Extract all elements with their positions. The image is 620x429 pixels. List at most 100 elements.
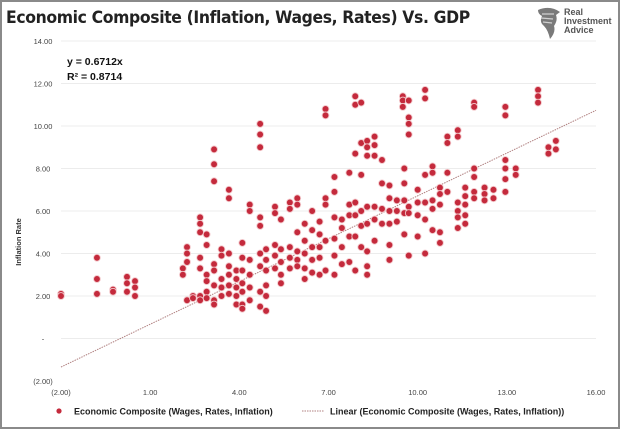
- data-point: [321, 266, 330, 275]
- logo-line-1: Real: [564, 7, 584, 17]
- data-point: [501, 103, 510, 111]
- data-point: [552, 145, 560, 154]
- data-point: [470, 173, 478, 181]
- data-point: [363, 202, 371, 211]
- data-point: [378, 156, 386, 164]
- data-point: [210, 281, 218, 290]
- data-point: [400, 230, 409, 239]
- data-point: [277, 215, 285, 224]
- data-point: [321, 111, 330, 120]
- data-point: [262, 256, 270, 264]
- data-point: [131, 292, 139, 300]
- data-point: [428, 226, 437, 234]
- data-point: [256, 249, 264, 258]
- data-point: [338, 260, 346, 268]
- data-point: [357, 207, 366, 215]
- data-point: [443, 168, 452, 177]
- data-point: [202, 294, 211, 302]
- data-point: [404, 96, 413, 105]
- data-point: [400, 179, 409, 188]
- y-tick-label: (2.00): [33, 377, 53, 386]
- data-point: [404, 130, 413, 139]
- data-point: [321, 200, 330, 209]
- data-point: [330, 270, 339, 279]
- data-point: [196, 213, 204, 222]
- data-point: [271, 251, 279, 260]
- data-point: [357, 98, 366, 107]
- data-point: [321, 194, 330, 203]
- data-point: [480, 183, 489, 192]
- data-point: [338, 243, 346, 251]
- data-point: [534, 98, 542, 107]
- y-tick-label: 4.00: [36, 250, 51, 259]
- logo-line-2: Investment: [564, 16, 612, 26]
- data-point: [378, 219, 386, 228]
- data-point: [404, 251, 413, 260]
- data-point: [183, 243, 191, 251]
- y-tick-label: 2.00: [36, 292, 51, 301]
- data-point: [315, 243, 324, 251]
- data-point: [210, 145, 218, 154]
- x-tick-label: 1.00: [143, 388, 158, 397]
- data-point: [286, 198, 294, 207]
- data-point: [225, 185, 233, 194]
- data-point: [470, 164, 478, 173]
- data-point: [443, 188, 452, 196]
- data-point: [511, 171, 520, 179]
- data-point: [421, 171, 429, 179]
- data-point: [461, 219, 470, 228]
- data-point: [489, 185, 498, 194]
- x-tick-label: 16.00: [587, 388, 606, 397]
- real-investment-advice-logo: Real Investment Advice: [536, 6, 616, 40]
- data-point: [238, 253, 247, 262]
- data-point: [308, 207, 317, 215]
- data-point: [489, 194, 498, 203]
- data-point: [363, 143, 371, 152]
- data-point: [293, 200, 302, 209]
- data-point: [308, 268, 317, 277]
- data-point: [271, 241, 279, 249]
- data-point: [315, 230, 324, 239]
- data-point: [470, 188, 478, 196]
- data-point: [179, 270, 187, 279]
- data-point: [501, 175, 510, 183]
- data-point: [196, 296, 204, 305]
- data-point: [321, 236, 330, 245]
- data-point: [338, 215, 346, 224]
- data-point: [404, 202, 413, 211]
- data-point: [315, 270, 324, 279]
- data-point: [271, 202, 279, 211]
- data-point: [256, 143, 264, 152]
- data-point: [232, 292, 241, 300]
- data-point: [308, 243, 317, 251]
- data-point: [351, 198, 360, 207]
- data-point: [179, 264, 187, 273]
- data-point: [511, 164, 520, 173]
- data-point: [210, 177, 218, 186]
- data-point: [436, 228, 444, 237]
- data-point: [217, 283, 226, 292]
- data-point: [196, 228, 204, 237]
- data-point: [385, 241, 394, 249]
- data-point: [436, 239, 444, 247]
- data-point: [232, 283, 241, 292]
- data-point: [196, 253, 204, 262]
- data-point: [245, 200, 254, 209]
- data-point: [363, 247, 371, 256]
- data-point: [225, 194, 233, 203]
- data-point: [330, 251, 339, 260]
- data-point: [363, 270, 371, 279]
- data-point: [453, 213, 462, 222]
- y-tick-label: 10.00: [34, 122, 53, 131]
- r-squared-label: R² = 0.8714: [67, 71, 123, 83]
- data-point: [385, 256, 394, 264]
- data-point: [461, 200, 470, 209]
- data-point: [378, 179, 386, 188]
- data-point: [404, 209, 413, 217]
- data-point: [400, 164, 409, 173]
- data-point: [330, 213, 339, 222]
- data-point: [413, 232, 422, 241]
- legend-label-trendline: Linear (Economic Composite (Wages, Rates…: [330, 407, 564, 417]
- data-point: [245, 207, 254, 215]
